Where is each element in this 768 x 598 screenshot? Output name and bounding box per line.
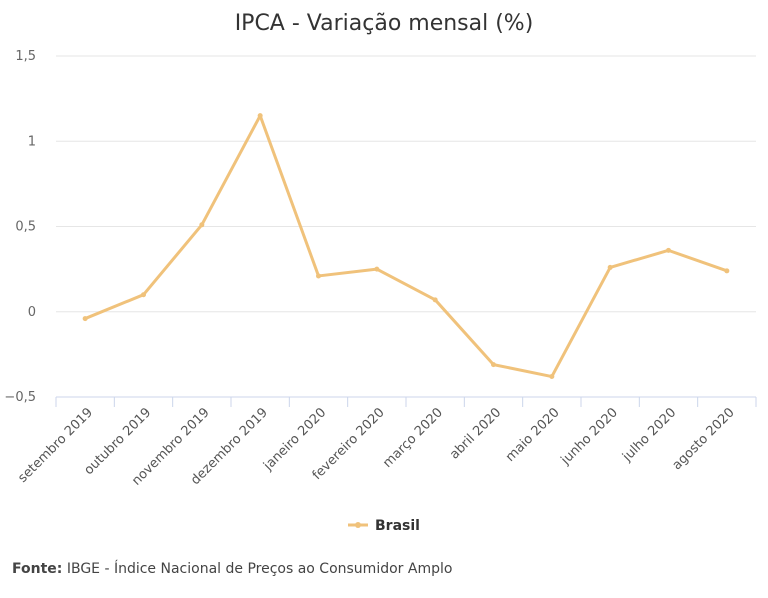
series-group xyxy=(82,113,730,380)
legend-label: Brasil xyxy=(375,518,420,534)
x-tick-label: junho 2020 xyxy=(558,405,621,468)
legend[interactable]: Brasil xyxy=(348,518,420,534)
x-tick-label: julho 2020 xyxy=(619,405,679,465)
data-point xyxy=(491,362,496,368)
y-tick-label: 1 xyxy=(28,134,36,149)
x-tick-label: setembro 2019 xyxy=(15,405,96,486)
data-point xyxy=(432,297,438,303)
data-point xyxy=(316,273,321,279)
data-point xyxy=(607,264,613,270)
x-tick-label: maio 2020 xyxy=(503,405,563,465)
source-label: Fonte: xyxy=(12,561,63,577)
y-tick-label: 1,5 xyxy=(15,49,36,64)
gridlines xyxy=(56,55,756,398)
y-tick-label: 0,5 xyxy=(15,220,36,235)
x-tick-label: abril 2020 xyxy=(447,405,504,462)
data-point xyxy=(199,222,205,228)
y-tick-label: −0,5 xyxy=(4,390,36,405)
data-point xyxy=(724,268,730,274)
y-tick-label: 0 xyxy=(28,305,36,320)
data-point xyxy=(549,374,555,380)
chart-title: IPCA - Variação mensal (%) xyxy=(235,11,534,36)
data-point xyxy=(82,316,88,322)
source-text: IBGE - Índice Nacional de Preços ao Cons… xyxy=(62,561,453,577)
series-line-brasil xyxy=(83,114,729,379)
data-point xyxy=(257,113,263,119)
legend-marker xyxy=(355,522,361,528)
data-point xyxy=(374,266,380,272)
source-footer: Fonte: IBGE - Índice Nacional de Preços … xyxy=(12,561,452,577)
x-tick-label: agosto 2020 xyxy=(670,405,738,473)
data-point xyxy=(666,247,671,253)
x-tick-label: março 2020 xyxy=(380,405,446,471)
y-axis: −0,5 0 0,5 1 1,5 xyxy=(4,49,36,405)
data-point xyxy=(141,292,146,298)
